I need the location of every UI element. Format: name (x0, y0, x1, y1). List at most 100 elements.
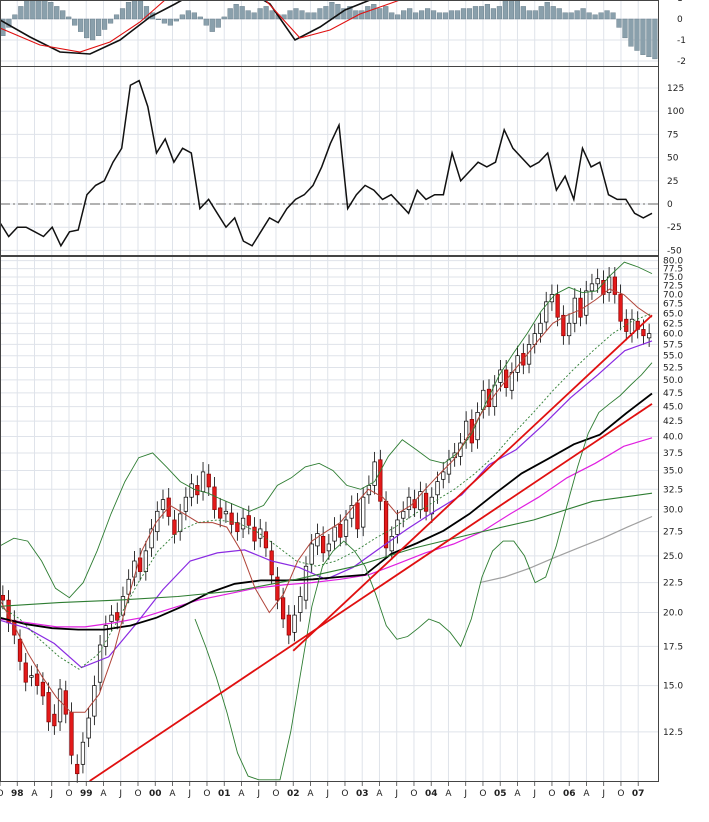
candle (80, 741, 86, 765)
histogram-bar (293, 8, 299, 20)
price-tick-label: 32.5 (663, 485, 683, 495)
candle (40, 681, 46, 697)
candle (280, 597, 286, 620)
x-tick-label: O (0, 789, 4, 799)
price-tick-label: 52.5 (663, 364, 683, 374)
x-tick-label: 05 (494, 789, 507, 799)
candle (321, 535, 326, 554)
x-tick-label: O (203, 789, 210, 799)
candle (0, 595, 5, 601)
histogram-bar (96, 18, 102, 36)
histogram-bar (281, 14, 287, 20)
candle (63, 690, 68, 715)
candle (315, 533, 320, 547)
candle (263, 531, 269, 549)
price-tick-label: 35.0 (663, 466, 683, 476)
candle (544, 301, 549, 323)
x-tick-label: J (187, 789, 191, 799)
histogram-bar (101, 18, 108, 30)
x-tick-label: 01 (218, 789, 231, 799)
histogram-bar (490, 8, 496, 20)
panel-frames (0, 0, 659, 782)
candle (538, 322, 543, 334)
price-tick-label: 57.5 (663, 340, 683, 350)
candle (423, 492, 429, 512)
histogram-bar (215, 18, 221, 28)
histogram-bar (472, 6, 479, 20)
histogram-bar (413, 12, 419, 20)
candle (235, 522, 240, 533)
histogram-bar (131, 0, 138, 20)
histogram-bar (233, 4, 239, 20)
histogram-bar (454, 10, 461, 20)
histogram-bar (257, 8, 263, 20)
candle (332, 526, 337, 542)
candle (406, 496, 412, 510)
candle (86, 717, 91, 739)
x-tick-label: J (394, 789, 398, 799)
x-tick-label: A (376, 789, 383, 799)
histogram-bar (401, 10, 407, 20)
histogram-bar (167, 18, 173, 26)
candle (218, 507, 223, 519)
histogram-bar (335, 4, 341, 20)
x-tick-label: J (532, 789, 536, 799)
x-tick-label: 07 (632, 789, 645, 799)
histogram-bar (221, 16, 227, 20)
price-tick-label: 25.0 (663, 552, 683, 562)
x-tick-label: J (325, 789, 329, 799)
x-tick-label: 04 (425, 789, 438, 799)
histogram-bar (209, 18, 215, 32)
price-tick-label: 37.5 (663, 449, 683, 459)
histogram-bar (550, 6, 556, 20)
signal-line (0, 0, 470, 53)
histogram-bar (173, 18, 179, 22)
candle (355, 502, 360, 530)
histogram-bar (442, 12, 449, 20)
histogram-bar (251, 12, 257, 20)
histogram-bar (395, 14, 401, 20)
trendline (292, 314, 653, 652)
histogram-bar (54, 6, 60, 20)
histogram-bar (592, 14, 598, 20)
macd-line (0, 0, 448, 55)
histogram-bar (30, 0, 36, 20)
histogram-bar (269, 10, 275, 20)
histogram-bar (341, 8, 347, 20)
price-tick-label: 72.5 (663, 282, 683, 292)
x-tick-label: 06 (563, 789, 576, 799)
histogram-bar (365, 6, 371, 20)
candle (486, 388, 492, 408)
histogram-bar (185, 10, 191, 20)
candle (418, 491, 423, 510)
histogram-bar (311, 12, 317, 20)
histogram-bar (628, 18, 634, 47)
histogram-bar (640, 18, 646, 55)
candle (401, 510, 406, 519)
x-tick-label: 03 (356, 789, 369, 799)
x-tick-label: 02 (287, 789, 300, 799)
histogram-bar (496, 6, 502, 20)
price-tick-label: 17.5 (663, 642, 683, 652)
candle (109, 614, 114, 622)
histogram-bar (371, 4, 377, 20)
candle (566, 322, 572, 337)
x-tick-label: J (118, 789, 122, 799)
candle (57, 688, 63, 723)
candle (292, 614, 297, 633)
candle (584, 290, 589, 316)
price-panel (0, 261, 653, 783)
macd-tick-label: 1 (677, 0, 683, 4)
x-tick-label: A (307, 789, 314, 799)
candle (475, 412, 480, 441)
price-tick-label: 80.0 (663, 257, 683, 267)
histogram-bar (119, 8, 126, 20)
band-upper (0, 261, 653, 599)
histogram-bar (568, 12, 574, 20)
histogram-bar (389, 12, 395, 20)
candle (97, 644, 103, 683)
x-tick-label: 99 (80, 789, 93, 799)
candle (12, 619, 17, 636)
candle (298, 596, 303, 613)
candle (206, 473, 211, 488)
